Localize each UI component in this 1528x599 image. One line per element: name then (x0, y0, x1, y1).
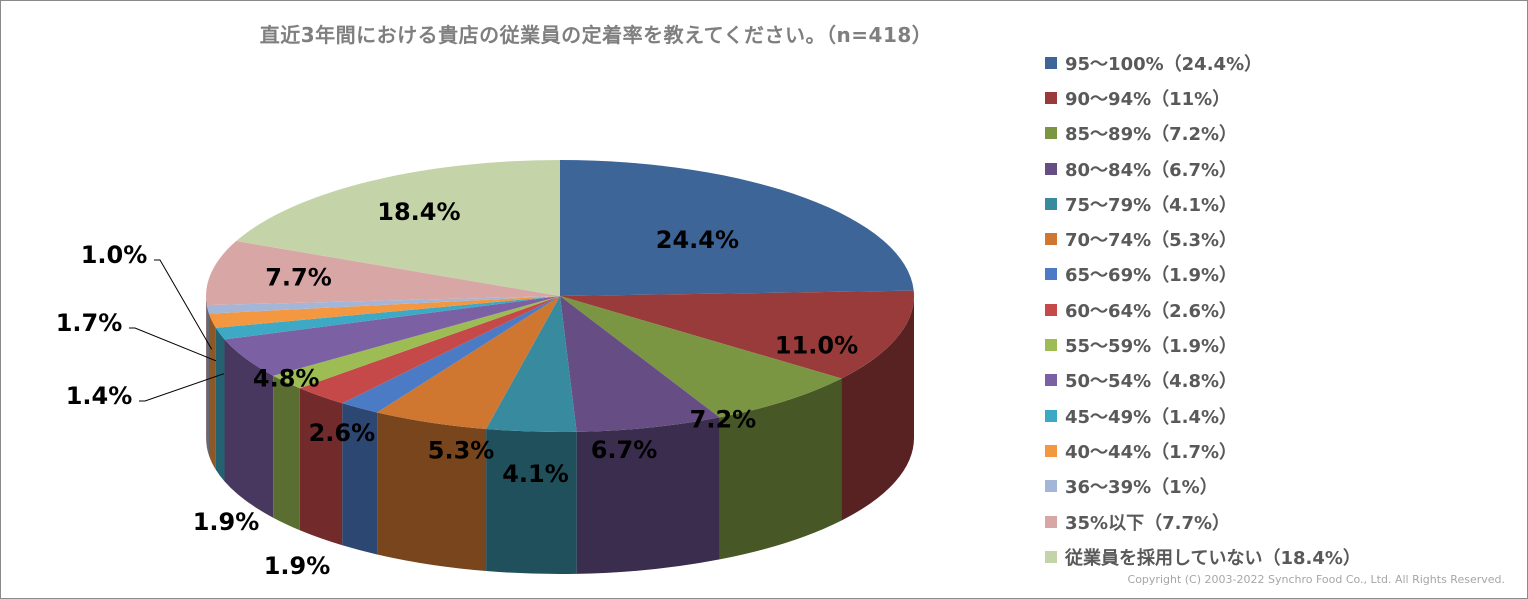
legend-label: 従業員を採用していない（18.4%） (1065, 547, 1361, 569)
pie-slice-side-12 (206, 305, 209, 456)
pie-slice-3 (560, 296, 720, 432)
legend-item: 85～89%（7.2%） (1045, 116, 1515, 151)
legend-label: 36～39%（1%） (1065, 477, 1218, 499)
legend-label: 95～100%（24.4%） (1065, 53, 1263, 75)
data-label-10: 1.4% (66, 382, 133, 410)
data-label-1: 11.0% (775, 331, 858, 359)
pie-slice-side-8 (273, 375, 300, 531)
legend: 95～100%（24.4%） 90～94%（11%） 85～89%（7.2%） 80～… (1045, 45, 1515, 574)
leader-line-11 (129, 327, 217, 362)
pie-slice-side-9 (224, 339, 274, 518)
legend-item: 70～74%（5.3%） (1045, 221, 1515, 256)
legend-swatch (1045, 91, 1057, 104)
pie-slice-5 (377, 296, 560, 430)
pie-slice-side-13 (206, 296, 207, 448)
legend-label: 75～79%（4.1%） (1065, 194, 1238, 216)
legend-swatch (1045, 197, 1057, 210)
pie-slice-side-2 (719, 378, 842, 560)
legend-label: 65～69%（1.9%） (1065, 265, 1238, 287)
pie-slice-9 (224, 296, 560, 376)
legend-swatch (1045, 162, 1057, 175)
pie-slice-side-6 (342, 403, 378, 555)
pie-slice-13 (206, 241, 560, 306)
pie-slice-side-7 (299, 388, 343, 546)
legend-item: 従業員を採用していない（18.4%） (1045, 539, 1515, 574)
data-label-2: 7.2% (690, 405, 757, 433)
pie-slice-8 (273, 296, 560, 389)
legend-label: 70～74%（5.3%） (1065, 230, 1238, 252)
copyright-text: Copyright (C) 2003-2022 Synchro Food Co.… (1127, 573, 1505, 586)
data-label-5: 5.3% (428, 437, 495, 465)
legend-item: 60～64%（2.6%） (1045, 292, 1515, 327)
pie-slice-side-5 (377, 412, 487, 572)
legend-item: 40～44%（1.7%） (1045, 433, 1515, 468)
legend-label: 60～64%（2.6%） (1065, 300, 1238, 322)
data-label-8: 1.9% (193, 508, 260, 536)
data-label-3: 6.7% (591, 436, 658, 464)
legend-swatch (1045, 233, 1057, 246)
legend-swatch (1045, 550, 1057, 563)
legend-item: 45～49%（1.4%） (1045, 398, 1515, 433)
data-label-9: 4.8% (253, 364, 320, 392)
data-label-0: 24.4% (656, 226, 739, 254)
legend-swatch (1045, 374, 1057, 387)
legend-item: 95～100%（24.4%） (1045, 45, 1515, 80)
legend-swatch (1045, 339, 1057, 352)
legend-label: 35%以下（7.7%） (1065, 512, 1231, 534)
leader-line-10 (139, 373, 225, 402)
data-label-14: 18.4% (377, 198, 460, 226)
legend-item: 65～69%（1.9%） (1045, 257, 1515, 292)
pie-slice-0 (560, 160, 914, 296)
legend-label: 45～49%（1.4%） (1065, 406, 1238, 428)
data-label-4: 4.1% (502, 460, 569, 488)
data-label-12: 1.0% (81, 241, 148, 269)
pie-slice-side-1 (841, 296, 914, 521)
pie-slice-7 (299, 296, 560, 404)
leader-line-12 (154, 259, 213, 350)
legend-item: 90～94%（11%） (1045, 80, 1515, 115)
pie-slice-6 (342, 296, 560, 413)
pie-slice-side-3 (576, 417, 720, 574)
legend-label: 55～59%（1.9%） (1065, 336, 1238, 358)
pie-slice-side-10 (215, 327, 225, 482)
legend-swatch (1045, 127, 1057, 140)
legend-swatch (1045, 409, 1057, 422)
legend-item: 80～84%（6.7%） (1045, 151, 1515, 186)
legend-label: 90～94%（11%） (1065, 88, 1231, 110)
pie-slice-side-4 (486, 429, 577, 574)
pie-slice-2 (560, 296, 842, 418)
legend-label: 85～89%（7.2%） (1065, 124, 1238, 146)
data-label-6: 1.9% (264, 552, 331, 580)
pie-slice-4 (486, 296, 577, 432)
chart-title: 直近3年間における貴店の従業員の定着率を教えてください。（n=418） (259, 23, 933, 47)
pie-slice-11 (208, 296, 560, 328)
data-label-7: 2.6% (309, 419, 376, 447)
legend-swatch (1045, 268, 1057, 281)
data-label-11: 1.7% (56, 309, 123, 337)
legend-item: 35%以下（7.7%） (1045, 504, 1515, 539)
pie-slice-1 (560, 290, 914, 379)
legend-swatch (1045, 444, 1057, 457)
legend-label: 50～54%（4.8%） (1065, 371, 1238, 393)
pie-slice-14 (236, 160, 561, 296)
legend-swatch (1045, 303, 1057, 316)
legend-swatch (1045, 515, 1057, 528)
legend-item: 36～39%（1%） (1045, 469, 1515, 504)
pie-slice-side-11 (208, 313, 216, 470)
legend-swatch (1045, 480, 1057, 493)
data-label-13: 7.7% (265, 263, 332, 291)
legend-label: 80～84%（6.7%） (1065, 159, 1238, 181)
legend-item: 75～79%（4.1%） (1045, 186, 1515, 221)
legend-item: 50～54%（4.8%） (1045, 363, 1515, 398)
legend-item: 55～59%（1.9%） (1045, 327, 1515, 362)
legend-label: 40～44%（1.7%） (1065, 441, 1238, 463)
pie-chart: 24.4% 11.0% 7.2% 6.7% 4.1%5.3% 1.9% 2.6% 1.9% 4.… (56, 160, 914, 580)
pie-slice-12 (206, 296, 560, 314)
legend-swatch (1045, 56, 1057, 69)
pie-slice-10 (215, 296, 560, 340)
